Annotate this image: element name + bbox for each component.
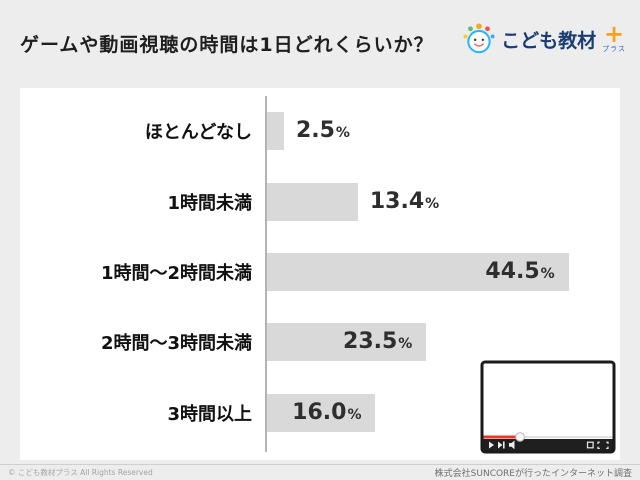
play-icon xyxy=(489,441,494,449)
chart-card: ほとんどなし 2.5% 1時間未満 13.4% 1時間～2時間未満 44.5% 2時間～3時… xyxy=(20,88,620,460)
bar: 44.5% xyxy=(267,253,569,292)
category-label: 3時間以上 xyxy=(167,403,252,425)
bar xyxy=(267,182,358,221)
video-player-illustration xyxy=(480,360,616,454)
copyright-text: © こども教材プラス All Rights Reserved xyxy=(8,468,153,477)
category-label: 1時間～2時間未満 xyxy=(100,263,252,285)
settings-icon xyxy=(586,441,594,449)
logo-plus-label: プラス xyxy=(602,44,626,53)
bar-area: 13.4% xyxy=(267,182,606,221)
value-label: 16.0% xyxy=(292,399,362,425)
fullscreen-icon xyxy=(597,441,609,449)
bar-area: 2.5% xyxy=(267,112,606,151)
player-control-bar xyxy=(483,439,613,451)
category-label: 2時間～3時間未満 xyxy=(100,333,252,355)
footer: © こども教材プラス All Rights Reserved 株式会社SUNCO… xyxy=(0,464,640,480)
header: ゲームや動画視聴の時間は1日どれくらいか？ こども教材 + プラス xyxy=(0,0,640,86)
bar: 23.5% xyxy=(267,323,427,362)
logo-lightbulb-icon xyxy=(463,23,495,54)
chart-axis-line xyxy=(265,96,267,452)
survey-credit-text: 株式会社SUNCOREが行ったインターネット調査 xyxy=(434,469,632,479)
bar xyxy=(267,112,284,151)
bar-area: 16.0% xyxy=(267,393,606,432)
chart-row: ほとんどなし 2.5% xyxy=(20,96,606,166)
plus-icon: + xyxy=(604,19,625,48)
value-label: 23.5% xyxy=(343,329,413,355)
next-icon xyxy=(498,441,503,449)
category-label: 1時間未満 xyxy=(167,192,252,214)
page-title: ゲームや動画視聴の時間は1日どれくらいか？ xyxy=(20,33,434,56)
logo: こども教材 + プラス xyxy=(462,22,626,56)
category-label: ほとんどなし xyxy=(144,122,252,144)
chart-row: 1時間未満 13.4% xyxy=(20,166,606,236)
bar-area: 23.5% xyxy=(267,323,606,362)
chart-row: 2時間～3時間未満 23.5% xyxy=(20,307,606,377)
value-label: 13.4% xyxy=(369,188,440,214)
logo-text: こども教材 xyxy=(501,29,597,52)
value-label: 44.5% xyxy=(485,259,555,285)
bar: 16.0% xyxy=(267,393,376,432)
value-label: 2.5% xyxy=(295,118,350,144)
logo-plus: + プラス xyxy=(602,19,626,54)
chart-rows: ほとんどなし 2.5% 1時間未満 13.4% 1時間～2時間未満 44.5% 2時間～3時… xyxy=(20,96,606,448)
player-progress-bar xyxy=(483,435,520,439)
player-scrubber-knob xyxy=(515,432,525,442)
chart-row: 3時間以上 16.0% xyxy=(20,378,606,448)
volume-icon xyxy=(509,440,515,450)
chart-row: 1時間～2時間未満 44.5% xyxy=(20,237,606,307)
bar-area: 44.5% xyxy=(267,253,606,292)
